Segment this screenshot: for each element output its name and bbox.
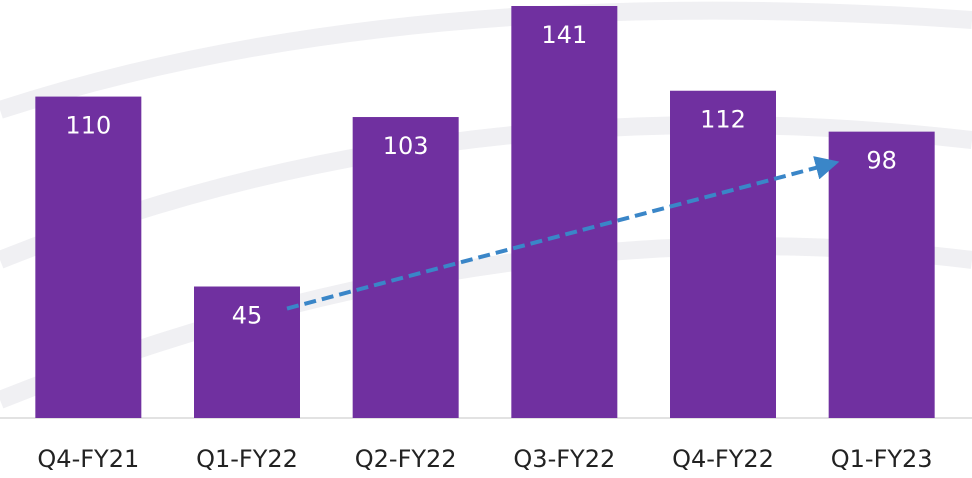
x-tick-label: Q1-FY23 bbox=[831, 445, 933, 473]
value-label: 98 bbox=[866, 147, 897, 175]
x-tick-label: Q3-FY22 bbox=[513, 445, 615, 473]
value-label: 103 bbox=[383, 132, 429, 160]
x-tick-label: Q2-FY22 bbox=[355, 445, 457, 473]
bar bbox=[511, 6, 618, 418]
value-label: 110 bbox=[65, 112, 111, 140]
x-tick-label: Q4-FY21 bbox=[37, 445, 139, 473]
background-swoosh bbox=[0, 1, 972, 409]
bar bbox=[35, 96, 142, 419]
value-label: 45 bbox=[232, 302, 263, 330]
bar bbox=[670, 90, 776, 419]
x-tick-label: Q4-FY22 bbox=[672, 445, 774, 473]
bar bbox=[352, 117, 459, 418]
bar bbox=[828, 131, 935, 418]
value-label: 141 bbox=[541, 21, 587, 49]
bar bbox=[194, 286, 300, 418]
value-label: 112 bbox=[700, 106, 746, 134]
x-tick-label: Q1-FY22 bbox=[196, 445, 298, 473]
trend-arrow bbox=[286, 156, 840, 311]
